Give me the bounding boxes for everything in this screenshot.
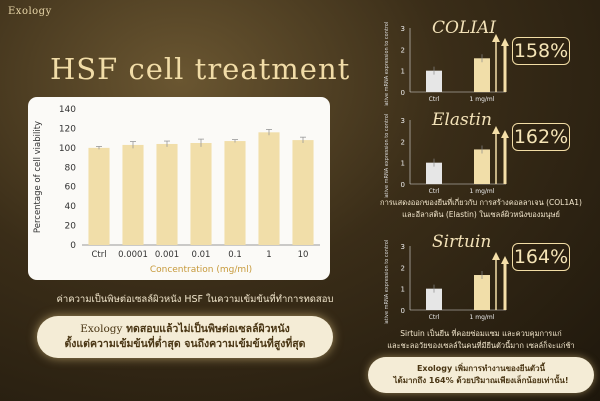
col1a1-chart: 0 1 2 3 Ctrl 1 mg/ml Relative mRNA expression … bbox=[384, 22, 509, 106]
x-tick-label: 0.01 bbox=[192, 250, 211, 260]
arrow-head bbox=[501, 256, 509, 264]
arrow-head bbox=[501, 130, 509, 138]
y-tick-label: 3 bbox=[401, 243, 405, 251]
x-tick-label: 0.1 bbox=[228, 250, 242, 260]
callout-line2: ตั้งแต่ความเข้มข้นที่ต่ำสุด จนถึงความเข้… bbox=[64, 338, 306, 350]
x-tick-label: Ctrl bbox=[429, 96, 440, 103]
arrow-head bbox=[492, 252, 500, 260]
x-tick-label: 10 bbox=[298, 250, 309, 260]
bar-0.001 bbox=[156, 143, 178, 245]
arrow-head bbox=[492, 34, 500, 42]
y-tick-label: 60 bbox=[65, 183, 77, 193]
col1a1-percent-badge: 158% bbox=[512, 37, 570, 65]
arrow-head bbox=[501, 38, 509, 46]
sirtuin-chart: 0 1 2 3 Ctrl 1 mg/ml Relative mRNA expression … bbox=[384, 240, 509, 324]
sirtuin-callout-line2: ได้มากถึง 164% ด้วยปริมาณเพียงเล็กน้อยเท… bbox=[393, 376, 569, 385]
bar-ctrl bbox=[426, 162, 442, 184]
y-tick-label: 80 bbox=[65, 163, 77, 173]
sirtuin-desc-line2: และชะลอวัยของเซลล์ในคนที่มียีนตัวนี้มาก … bbox=[387, 341, 575, 350]
callout-line1: ทดสอบแล้วไม่เป็นพิษต่อเซลล์ผิวหนัง bbox=[126, 323, 290, 335]
x-tick-label: 0.0001 bbox=[118, 250, 148, 260]
cell-viability-chart: 0 20 40 60 80 100 120 140 Ctrl 0.0001 0.001 0.01 0.1… bbox=[33, 105, 320, 275]
cell-viability-chart-card: 0 20 40 60 80 100 120 140 Ctrl 0.0001 0.001 0.01 0.1… bbox=[28, 97, 330, 280]
y-tick-label: 0 bbox=[401, 181, 405, 189]
x-tick-label: 1 mg/ml bbox=[470, 188, 495, 195]
y-tick-label: 0 bbox=[401, 89, 405, 97]
x-tick-label: Ctrl bbox=[429, 314, 440, 321]
y-tick-label: 1 bbox=[401, 286, 405, 294]
bar-ctrl bbox=[426, 288, 442, 310]
y-tick-label: 1 bbox=[401, 68, 405, 76]
viability-caption: ค่าความเป็นพิษต่อเซลล์ผิวหนัง HSF ในความ… bbox=[56, 294, 334, 305]
bar-0.0001 bbox=[122, 144, 144, 245]
panel-title-col1a1: COLIAI bbox=[432, 18, 496, 38]
bar-ctrl bbox=[426, 70, 442, 92]
x-tick-label: 0.001 bbox=[155, 250, 179, 260]
y-axis-label: Relative mRNA expression to control (fol… bbox=[384, 22, 390, 106]
y-tick-label: 3 bbox=[401, 117, 405, 125]
x-tick-label: Ctrl bbox=[91, 250, 106, 260]
bar-0.1 bbox=[224, 141, 246, 245]
panel-title-sirtuin: Sirtuin bbox=[432, 232, 492, 252]
sirtuin-description: Sirtuin เป็นยีน ที่คอยซ่อมแซม และควบคุมก… bbox=[366, 328, 596, 352]
page-title: HSF cell treatment bbox=[50, 52, 351, 86]
collagen-description: การแสดงออกของยีนที่เกี่ยวกับ การสร้างคอล… bbox=[366, 197, 596, 221]
bar-treated bbox=[474, 149, 490, 184]
bar-10 bbox=[292, 140, 314, 245]
safety-callout: Exology ทดสอบแล้วไม่เป็นพิษต่อเซลล์ผิวหน… bbox=[37, 316, 333, 358]
collagen-desc-line2: และอีลาสติน (Elastin) ในเซลล์ผิวหนังของม… bbox=[402, 210, 560, 219]
y-tick-label: 2 bbox=[401, 264, 405, 272]
bar-Ctrl bbox=[88, 147, 110, 245]
y-tick-label: 3 bbox=[401, 25, 405, 33]
callout-brand: Exology bbox=[80, 323, 123, 335]
x-tick-label: 1 mg/ml bbox=[470, 96, 495, 103]
y-axis-label: Percentage of cell viability bbox=[33, 121, 43, 233]
y-tick-label: 2 bbox=[401, 138, 405, 146]
y-axis-label: Relative mRNA expression to control (fol… bbox=[384, 114, 390, 198]
y-tick-label: 20 bbox=[65, 222, 77, 232]
sirtuin-desc-line1: Sirtuin เป็นยีน ที่คอยซ่อมแซม และควบคุมก… bbox=[400, 329, 562, 338]
elastin-chart: 0 1 2 3 Ctrl 1 mg/ml Relative mRNA expression … bbox=[384, 114, 509, 198]
y-tick-label: 40 bbox=[65, 202, 77, 212]
collagen-desc-line1: การแสดงออกของยีนที่เกี่ยวกับ การสร้างคอล… bbox=[380, 198, 582, 207]
y-tick-label: 120 bbox=[59, 124, 76, 134]
y-axis-label: Relative mRNA expression to control (fol… bbox=[384, 240, 390, 324]
y-tick-label: 100 bbox=[59, 144, 76, 154]
x-tick-label: 1 bbox=[266, 250, 271, 260]
elastin-percent-badge: 162% bbox=[512, 123, 570, 151]
arrow-head bbox=[492, 126, 500, 134]
bar-1 bbox=[258, 132, 280, 245]
y-tick-label: 2 bbox=[401, 46, 405, 54]
x-axis-label: Concentration (mg/ml) bbox=[150, 265, 252, 275]
bar-treated bbox=[474, 275, 490, 310]
panel-title-elastin: Elastin bbox=[432, 110, 492, 130]
y-tick-label: 1 bbox=[401, 160, 405, 168]
sirtuin-callout: Exology เพิ่มการทำงานของยีนตัวนี้ ได้มาก… bbox=[368, 357, 594, 393]
bar-treated bbox=[474, 58, 490, 92]
x-tick-label: Ctrl bbox=[429, 188, 440, 195]
sirtuin-callout-line1: Exology เพิ่มการทำงานของยีนตัวนี้ bbox=[416, 364, 546, 373]
brand-logo: Exology bbox=[8, 6, 52, 17]
y-tick-label: 0 bbox=[401, 307, 405, 315]
y-tick-label: 140 bbox=[59, 105, 76, 115]
sirtuin-percent-badge: 164% bbox=[512, 243, 570, 271]
y-tick-label: 0 bbox=[70, 241, 76, 251]
x-tick-label: 1 mg/ml bbox=[470, 314, 495, 321]
bar-0.01 bbox=[190, 143, 212, 245]
